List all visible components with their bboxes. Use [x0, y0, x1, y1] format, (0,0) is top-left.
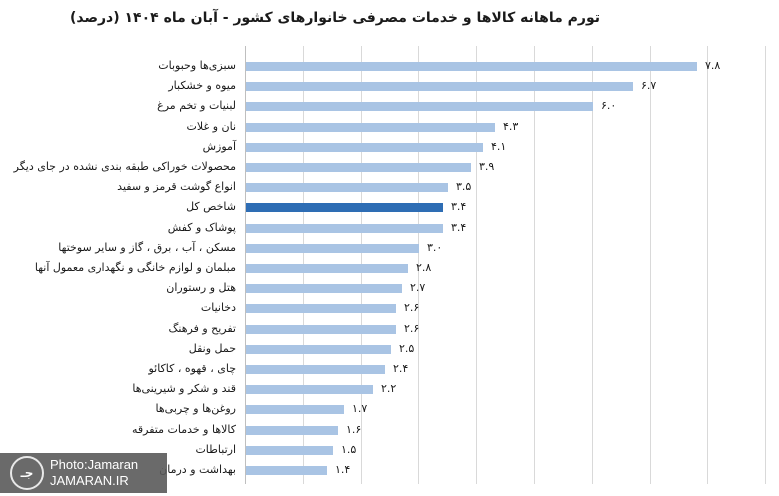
- bar: [246, 466, 327, 475]
- category-label: مبلمان و لوازم خانگی و نگهداری معمول آنه…: [34, 261, 236, 274]
- bar: [246, 325, 396, 334]
- value-label: ۳.۴: [451, 200, 467, 213]
- gridline: [650, 46, 651, 484]
- bar-row: نان و غلات ۴.۳: [0, 118, 779, 138]
- category-label: ارتباطات: [195, 443, 236, 456]
- jamaran-logo-icon: جـ: [10, 456, 44, 490]
- gridline: [476, 46, 477, 484]
- bar: [246, 82, 633, 91]
- bar: [246, 163, 471, 172]
- bar: [246, 244, 419, 253]
- bar: [246, 426, 338, 435]
- value-label: ۳.۰: [427, 241, 443, 254]
- bar: [246, 143, 483, 152]
- gridline: [418, 46, 419, 484]
- value-label: ۴.۱: [491, 140, 507, 153]
- bar-row: آموزش ۴.۱: [0, 138, 779, 158]
- category-label: بهداشت و درمان: [159, 463, 236, 476]
- value-label: ۳.۴: [451, 221, 467, 234]
- watermark: جـ Photo:Jamaran JAMARAN.IR: [0, 453, 167, 493]
- category-label: میوه و خشکبار: [168, 79, 236, 92]
- bar: [246, 405, 344, 414]
- bar: [246, 385, 373, 394]
- gridline: [592, 46, 593, 484]
- category-label: مسکن ، آب ، برق ، گاز و سایر سوختها: [58, 241, 236, 254]
- bar: [246, 62, 697, 71]
- category-label: لبنیات و تخم مرغ: [157, 99, 236, 112]
- bar-row: بهداشت و درمان ۱.۴: [0, 461, 779, 481]
- bar-row: تفریح و فرهنگ ۲.۶: [0, 320, 779, 340]
- bar-row: کالاها و خدمات متفرقه ۱.۶: [0, 421, 779, 441]
- bar-row: میوه و خشکبار ۶.۷: [0, 77, 779, 97]
- bar: [246, 102, 593, 111]
- bar-row: شاخص کل ۳.۴: [0, 198, 779, 218]
- bar-row: قند و شکر و شیرینی‌ها ۲.۲: [0, 380, 779, 400]
- category-label: دخانیات: [200, 301, 236, 314]
- value-label: ۷.۸: [705, 59, 721, 72]
- bar-row: حمل ونقل ۲.۵: [0, 340, 779, 360]
- category-label: نان و غلات: [186, 120, 236, 133]
- value-label: ۳.۵: [456, 180, 472, 193]
- bar-row: هتل و رستوران ۲.۷: [0, 279, 779, 299]
- gridline: [534, 46, 535, 484]
- watermark-text: Photo:Jamaran JAMARAN.IR: [50, 457, 138, 489]
- value-label: ۱.۴: [335, 463, 351, 476]
- category-label: محصولات خوراکی طبقه بندی نشده در جای دیگ…: [13, 160, 236, 173]
- category-label: کالاها و خدمات متفرقه: [132, 423, 236, 436]
- bar-row: مسکن ، آب ، برق ، گاز و سایر سوختها ۳.۰: [0, 239, 779, 259]
- y-axis-line: [245, 46, 246, 484]
- bar-row: چای ، قهوه ، کاکائو ۲.۴: [0, 360, 779, 380]
- category-label: قند و شکر و شیرینی‌ها: [132, 382, 236, 395]
- category-label: روغن‌ها و چربی‌ها: [155, 402, 236, 415]
- bar-row: لبنیات و تخم مرغ ۶.۰: [0, 97, 779, 117]
- value-label: ۲.۴: [393, 362, 409, 375]
- value-label: ۳.۹: [479, 160, 495, 173]
- category-label: سبزی‌ها وحبوبات: [158, 59, 236, 72]
- gridline: [707, 46, 708, 484]
- bar: [246, 224, 443, 233]
- bar-row: محصولات خوراکی طبقه بندی نشده در جای دیگ…: [0, 158, 779, 178]
- value-label: ۲.۶: [404, 301, 420, 314]
- value-label: ۱.۵: [341, 443, 357, 456]
- bar: [246, 183, 448, 192]
- category-label: آموزش: [202, 140, 236, 153]
- category-label: تفریح و فرهنگ: [168, 322, 236, 335]
- value-label: ۱.۷: [352, 402, 368, 415]
- watermark-line2: JAMARAN.IR: [50, 473, 129, 488]
- bar-row: روغن‌ها و چربی‌ها ۱.۷: [0, 400, 779, 420]
- gridline: [765, 46, 766, 484]
- category-label: حمل ونقل: [188, 342, 236, 355]
- bar: [246, 284, 402, 293]
- value-label: ۶.۷: [641, 79, 657, 92]
- category-label: انواع گوشت قرمز و سفید: [117, 180, 236, 193]
- value-label: ۲.۷: [410, 281, 426, 294]
- value-label: ۶.۰: [601, 99, 617, 112]
- bar: [246, 446, 333, 455]
- bar: [246, 345, 391, 354]
- bar-highlighted: [246, 203, 443, 212]
- value-label: ۲.۵: [399, 342, 415, 355]
- watermark-line1: Photo:Jamaran: [50, 457, 139, 472]
- value-label: ۲.۸: [416, 261, 432, 274]
- bar: [246, 304, 396, 313]
- bar-row: سبزی‌ها وحبوبات ۷.۸: [0, 57, 779, 77]
- bar-row: مبلمان و لوازم خانگی و نگهداری معمول آنه…: [0, 259, 779, 279]
- value-label: ۱.۶: [346, 423, 362, 436]
- bar-row: دخانیات ۲.۶: [0, 299, 779, 319]
- category-label: چای ، قهوه ، کاکائو: [148, 362, 236, 375]
- bar: [246, 365, 385, 374]
- bar: [246, 264, 408, 273]
- category-label: شاخص کل: [186, 200, 236, 213]
- value-label: ۲.۲: [381, 382, 397, 395]
- bar-row: انواع گوشت قرمز و سفید ۳.۵: [0, 178, 779, 198]
- category-label: پوشاک و کفش: [167, 221, 236, 234]
- category-label: هتل و رستوران: [166, 281, 236, 294]
- bar-row: پوشاک و کفش ۳.۴: [0, 219, 779, 239]
- value-label: ۴.۳: [503, 120, 519, 133]
- value-label: ۲.۶: [404, 322, 420, 335]
- bar: [246, 123, 495, 132]
- bar-row: ارتباطات ۱.۵: [0, 441, 779, 461]
- chart-title: تورم ماهانه کالاها و خدمات مصرفی خانواره…: [69, 10, 600, 26]
